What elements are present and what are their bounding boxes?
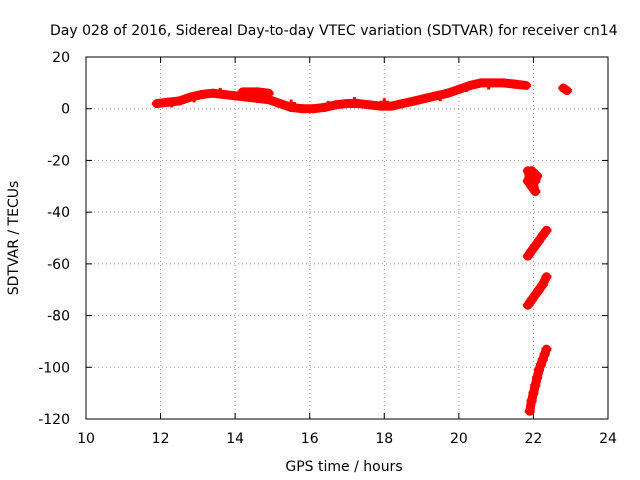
grid [86,57,608,419]
data-point [349,96,360,105]
plot-border [85,56,609,420]
series-5 [524,344,552,416]
x-tick-label: 20 [450,431,468,447]
y-tick-label: -60 [47,257,70,273]
y-tick-label: 0 [61,102,70,118]
series-1 [151,78,572,114]
x-axis-label: GPS time / hours [285,459,402,475]
data-point [530,177,541,186]
y-tick-label: -120 [38,412,70,428]
x-tick-label: 10 [77,431,95,447]
y-tick-label: 20 [52,50,70,66]
x-tick-label: 14 [226,431,244,447]
data-point [541,226,552,235]
x-tick-label: 18 [375,431,393,447]
y-tick-label: -40 [47,205,70,221]
data-point [215,87,226,96]
series-3 [522,225,552,261]
y-tick-label: -80 [47,309,70,325]
y-tick-label: -20 [47,153,70,169]
data-point [263,89,274,98]
data-point [541,345,552,354]
data-point [286,99,297,108]
y-axis-label: SDTVAR / TECUs [6,181,22,296]
data-point [461,84,472,93]
data-point [435,93,446,102]
data-point [189,94,200,103]
data-point [483,81,494,90]
data-point [520,81,531,90]
x-tick-label: 12 [152,431,170,447]
x-tick-label: 24 [599,431,617,447]
data-point [379,98,390,107]
series-4 [522,272,552,310]
series-2 [522,166,543,196]
data-point [323,100,334,109]
x-tick-label: 16 [301,431,319,447]
ticks: 10 12 14 16 18 20 22 24 20 0 -20 -40 -60 -80 -100 -120 [38,50,617,447]
y-tick-label: -100 [38,360,70,376]
data-point [561,86,572,95]
chart-title: Day 028 of 2016, Sidereal Day-to-day VTE… [50,23,618,39]
data-marks [151,78,572,416]
x-tick-label: 22 [525,431,543,447]
data-point [166,99,177,108]
data-point [541,272,552,281]
